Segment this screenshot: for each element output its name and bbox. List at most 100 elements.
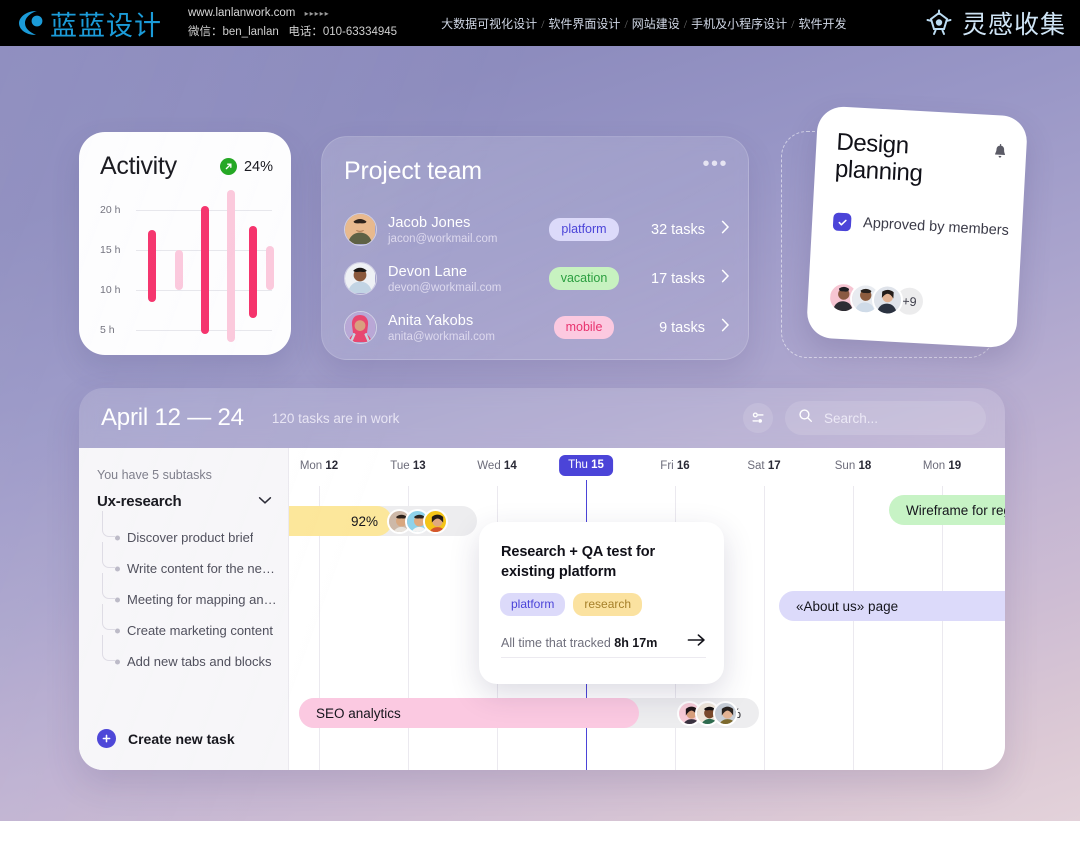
task-bar[interactable]: «About us» page xyxy=(779,591,1005,621)
schedule-sidebar: You have 5 subtasks Ux-research Discover… xyxy=(79,448,289,770)
search-placeholder-text: Search... xyxy=(824,410,879,426)
design-planning-avatars[interactable]: +9 xyxy=(827,281,926,318)
chevron-right-icon[interactable] xyxy=(721,220,730,239)
tooltip-tag[interactable]: research xyxy=(573,593,643,616)
tree-connector xyxy=(102,635,115,661)
check-icon[interactable] xyxy=(832,212,852,232)
day-gridline xyxy=(942,486,943,770)
avatar xyxy=(827,281,860,314)
list-item[interactable]: Meeting for mapping and… xyxy=(99,573,278,615)
service-item-4[interactable]: 软件开发 xyxy=(798,16,847,31)
project-team-card: Project team ••• Jacob Jones jacon@workma… xyxy=(321,136,749,360)
filter-sliders-icon[interactable] xyxy=(743,403,773,433)
phone-label: 电话： xyxy=(288,26,323,38)
day-gridline xyxy=(408,486,409,770)
list-item[interactable]: Create marketing content xyxy=(99,604,278,646)
brand-logo[interactable]: 蓝蓝设计 xyxy=(16,4,162,43)
activity-growth-badge: 24% xyxy=(219,158,273,175)
chevron-right-icon[interactable] xyxy=(721,269,730,288)
design-planning-card[interactable]: Design planning Approved by members xyxy=(805,105,1029,349)
member-tag-wrap: mobile xyxy=(544,316,624,339)
banner-website[interactable]: www.lanlanwork.com xyxy=(188,7,296,20)
day-header[interactable]: Sun 18 xyxy=(835,460,871,472)
activity-bar xyxy=(201,206,209,334)
schedule-toolbar: Search... xyxy=(743,401,986,435)
activity-bar xyxy=(266,246,274,290)
bell-icon[interactable] xyxy=(991,143,1008,166)
bullet-dot-icon xyxy=(115,535,120,540)
avatar xyxy=(344,311,377,344)
dashboard-canvas: Activity 24% 20 h 15 h 10 h 5 h xyxy=(0,46,1080,821)
activity-bar xyxy=(249,226,257,318)
lanlan-logo-icon xyxy=(16,8,46,38)
activity-bar xyxy=(227,190,235,342)
task-progress-fill xyxy=(299,698,640,728)
day-of-week: Wed xyxy=(477,460,501,472)
search-input[interactable]: Search... xyxy=(785,401,986,435)
day-header[interactable]: Tue 13 xyxy=(390,460,425,472)
day-header[interactable]: Wed 14 xyxy=(477,460,516,472)
status-badge[interactable]: vacation xyxy=(548,267,620,290)
list-item[interactable]: Discover product brief xyxy=(99,511,278,553)
day-header[interactable]: Mon 19 xyxy=(923,460,961,472)
avatar xyxy=(423,508,448,534)
avatar xyxy=(344,213,377,246)
banner-right-brand[interactable]: 灵感收集 xyxy=(924,0,1066,46)
y-tick-label: 15 h xyxy=(100,244,121,256)
day-number: 16 xyxy=(676,460,690,472)
chevron-down-icon[interactable] xyxy=(258,492,272,510)
create-new-task-label: Create new task xyxy=(128,730,235,747)
sidebar-group-ux-research[interactable]: Ux-research xyxy=(97,492,272,510)
member-name: Jacob Jones xyxy=(388,215,471,231)
day-of-week: Sun xyxy=(834,460,856,472)
task-bar[interactable]: 92% xyxy=(289,506,477,536)
tooltip-tags: platform research xyxy=(500,593,643,616)
service-item-0[interactable]: 大数据可视化设计 xyxy=(441,16,538,31)
arrow-up-right-icon xyxy=(219,158,237,175)
member-email: jacon@workmail.com xyxy=(388,233,498,245)
day-number: 18 xyxy=(858,460,872,472)
table-row[interactable]: Jacob Jones jacon@workmail.com platform 32 … xyxy=(344,205,730,254)
tree-connector xyxy=(102,604,115,630)
day-header[interactable]: Sat 17 xyxy=(747,460,780,472)
day-header[interactable]: Fri 16 xyxy=(660,460,689,472)
task-assignee-avatars[interactable] xyxy=(387,506,448,536)
day-number: 15 xyxy=(591,459,604,471)
sidebar-group-label: Ux-research xyxy=(97,492,182,510)
day-gridline xyxy=(319,486,320,770)
day-header-today[interactable]: Thu 15 xyxy=(559,455,613,476)
list-item[interactable]: Add new tabs and blocks xyxy=(99,635,278,677)
approved-checkbox-row[interactable]: Approved by members xyxy=(832,212,1010,239)
arrow-right-icon[interactable] xyxy=(687,633,706,652)
task-detail-tooltip[interactable]: Research + QA test for existing platform… xyxy=(479,522,724,684)
create-new-task-button[interactable]: Create new task xyxy=(97,729,235,748)
day-header[interactable]: Mon 12 xyxy=(300,460,338,472)
tracked-time-row: All time that tracked 8h 17m xyxy=(501,636,657,650)
tooltip-tag[interactable]: platform xyxy=(500,593,566,616)
task-assignee-avatars[interactable] xyxy=(677,698,738,728)
service-separator: / xyxy=(541,16,545,31)
member-tag-wrap: platform xyxy=(544,218,624,241)
project-team-header: Project team ••• xyxy=(344,153,728,186)
tooltip-footer: All time that tracked 8h 17m xyxy=(501,633,706,652)
avatar xyxy=(871,283,904,317)
page-footer-strip xyxy=(0,821,1080,867)
avatar xyxy=(405,508,430,534)
status-badge[interactable]: platform xyxy=(549,218,619,241)
ellipsis-icon[interactable]: ••• xyxy=(702,153,728,175)
status-badge[interactable]: mobile xyxy=(553,316,615,339)
chevron-right-icon[interactable] xyxy=(721,318,730,337)
bullet-dot-icon xyxy=(115,597,120,602)
list-item[interactable]: Write content for the new… xyxy=(99,542,278,584)
inspiration-label: 灵感收集 xyxy=(961,12,1066,39)
table-row[interactable]: Anita Yakobs anita@workmail.com mobile 9 ta… xyxy=(344,303,730,352)
service-item-3[interactable]: 手机及小程序设计 xyxy=(691,16,788,31)
table-row[interactable]: Devon Lane devon@workmail.com vacation 17 t… xyxy=(344,254,730,303)
activity-bar xyxy=(175,250,183,290)
service-separator: / xyxy=(683,16,688,31)
service-separator: / xyxy=(791,16,795,31)
service-item-2[interactable]: 网站建设 xyxy=(631,16,680,31)
tree-connector xyxy=(102,542,115,568)
task-bar[interactable]: Wireframe for reg xyxy=(889,495,1005,525)
service-item-1[interactable]: 软件界面设计 xyxy=(548,16,621,31)
